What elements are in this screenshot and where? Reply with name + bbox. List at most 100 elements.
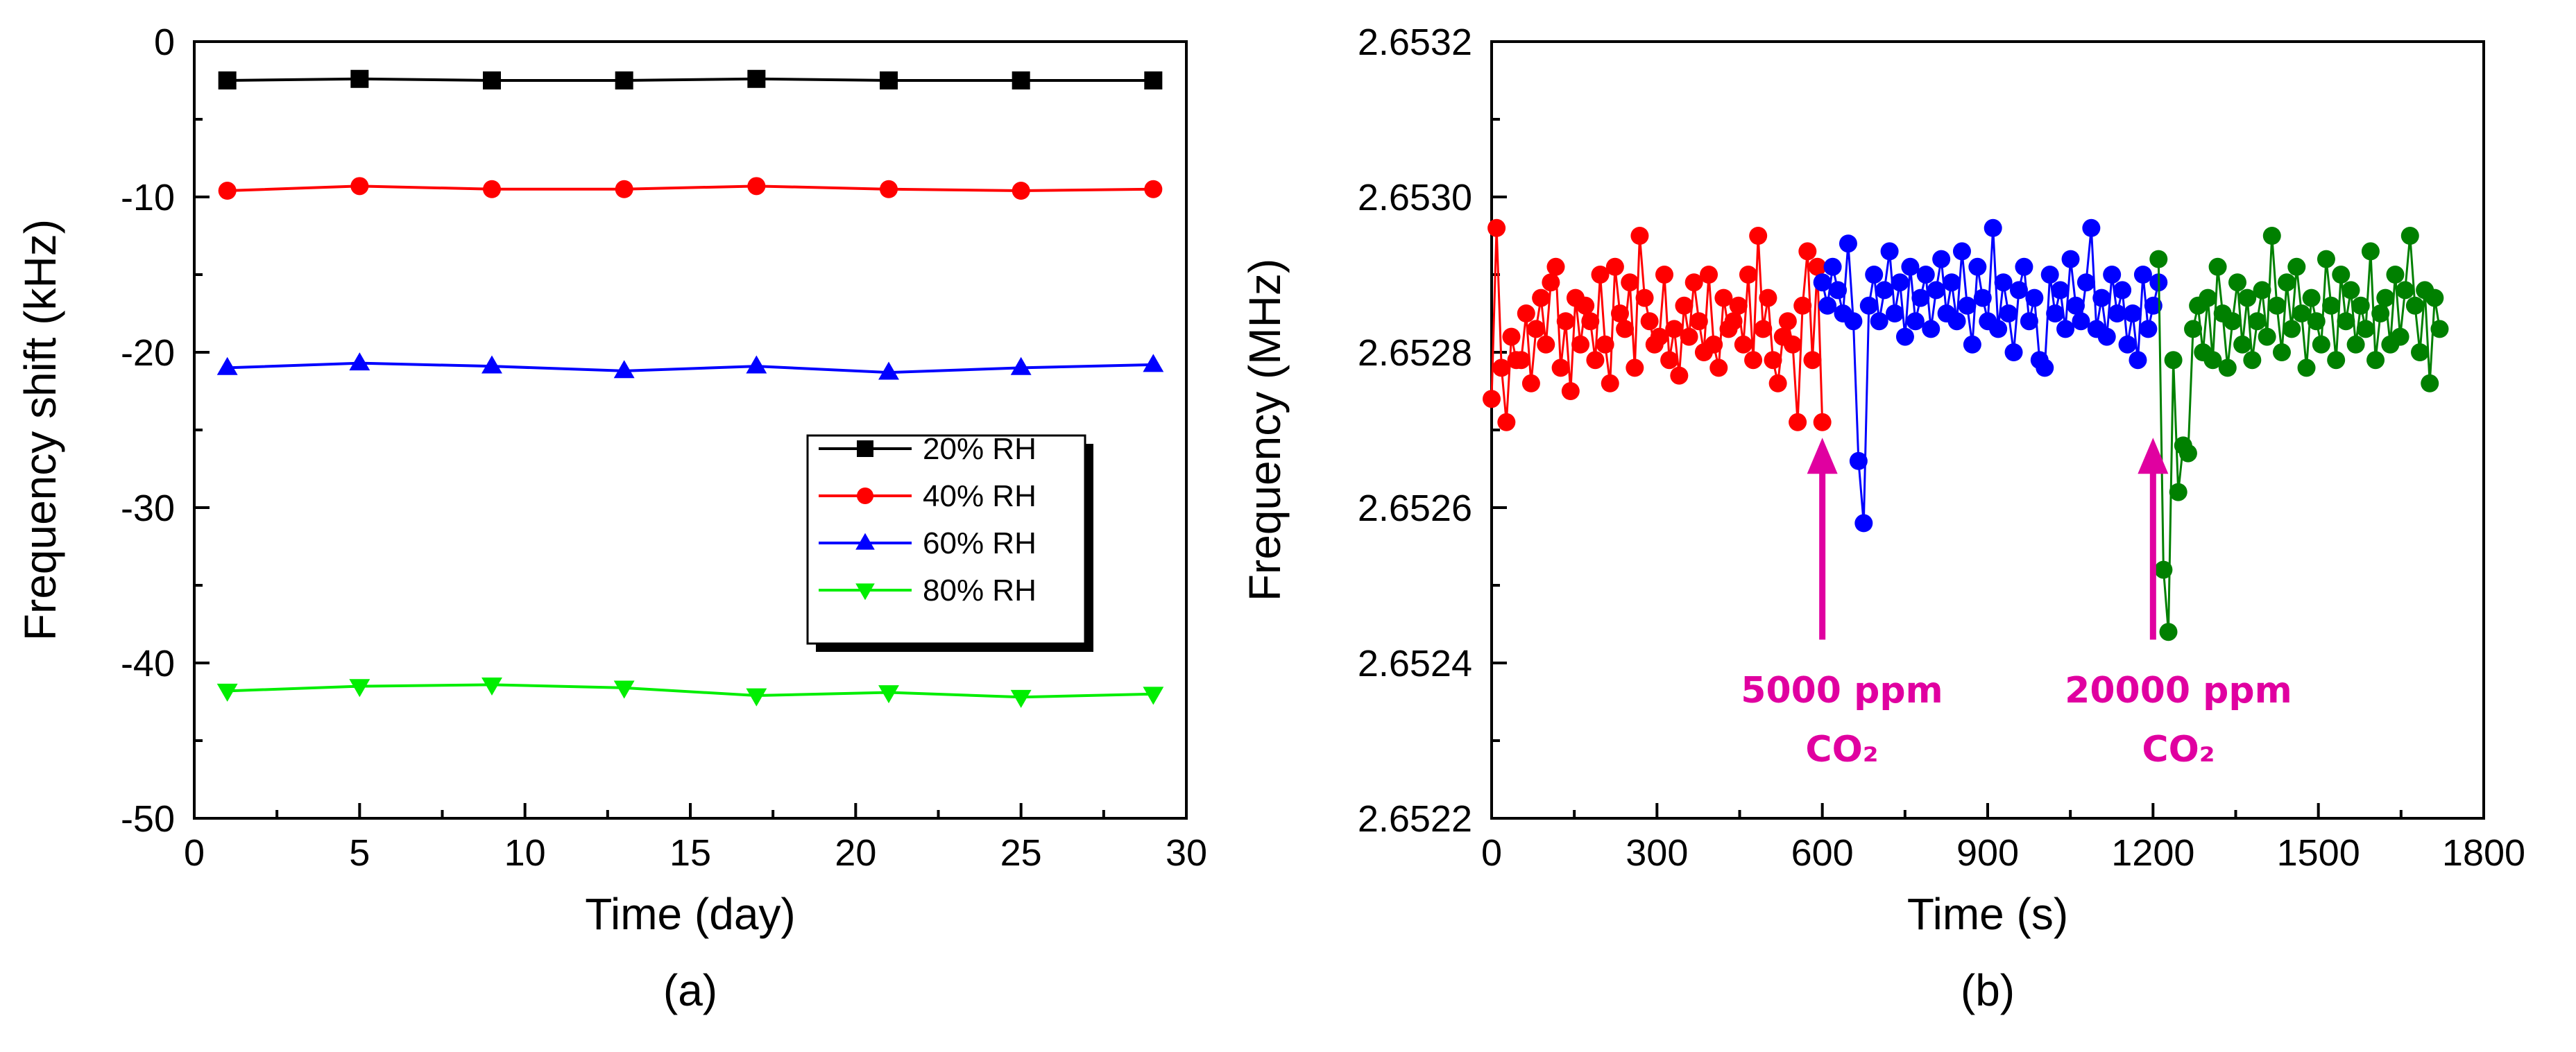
y-tick-label: 2.6528 — [1358, 332, 1472, 374]
data-point — [857, 440, 873, 457]
data-point — [2164, 351, 2183, 370]
data-point — [1829, 281, 1848, 300]
data-point — [1709, 359, 1728, 377]
series-baseline — [1483, 218, 1832, 431]
panel-b-plot-frame — [1490, 40, 2485, 820]
data-point — [2208, 257, 2227, 276]
data-point — [1952, 242, 1971, 261]
data-point — [1999, 304, 2018, 322]
data-point — [1546, 257, 1565, 276]
data-point — [1640, 312, 1659, 331]
data-point — [1705, 335, 1723, 354]
data-point — [1714, 288, 1733, 307]
data-point — [216, 356, 238, 375]
data-point — [880, 71, 898, 89]
panel-a-y-axis-title: Frequency shift (kHz) — [15, 219, 65, 641]
data-point — [1891, 273, 1909, 292]
x-tick-label: 10 — [504, 832, 546, 874]
data-point — [2178, 444, 2197, 463]
data-point — [746, 688, 767, 707]
panel-b-y-tick-labels: 2.6522 2.6524 2.6526 2.6528 2.6530 2.653… — [1358, 21, 1472, 840]
data-point — [1749, 227, 1768, 245]
data-point — [1665, 320, 1684, 338]
data-point — [1660, 351, 1679, 370]
annotation-20000ppm-line1: 20000 ppm — [2065, 670, 2292, 712]
panel-a-label: (a) — [663, 965, 717, 1015]
panel-a-series — [216, 69, 1164, 708]
y-tick-label: 0 — [154, 21, 175, 63]
data-point — [1502, 327, 1521, 346]
data-point — [1670, 366, 1689, 385]
data-point — [216, 683, 238, 702]
x-tick-label: 1800 — [2442, 832, 2525, 874]
data-point — [1532, 288, 1551, 307]
panel-a-x-tick-labels: 0 5 10 15 20 25 30 — [184, 832, 1207, 874]
data-point — [2036, 359, 2054, 377]
data-point — [1963, 335, 1981, 354]
data-point — [855, 583, 875, 601]
series-line — [227, 184, 1154, 193]
data-point — [2184, 320, 2203, 338]
data-point — [1689, 312, 1708, 331]
data-point — [2218, 359, 2237, 377]
data-point — [1895, 327, 1914, 346]
data-point — [1823, 257, 1842, 276]
y-tick-label: 2.6524 — [1358, 643, 1472, 684]
data-point — [2346, 335, 2365, 354]
annotation-20000ppm-line2: CO₂ — [2142, 729, 2215, 770]
panel-b-annotations: 5000 ppm CO₂ 20000 ppm CO₂ — [1741, 438, 2292, 770]
data-point — [2015, 257, 2033, 276]
panel-b: 0 300 600 900 1200 1500 1800 2.6522 2.65… — [1240, 21, 2525, 1015]
data-point — [350, 177, 369, 196]
x-tick-label: 20 — [835, 832, 876, 874]
data-point — [1729, 296, 1748, 315]
data-point — [2425, 288, 2444, 307]
data-point — [1517, 304, 1535, 322]
data-point — [2020, 312, 2038, 331]
data-point — [2103, 266, 2122, 284]
panel-a: 0 5 10 15 20 25 30 0 -10 -20 -30 -40 -50… — [15, 21, 1207, 1015]
data-point — [2267, 296, 2286, 315]
data-point — [1010, 356, 1032, 375]
panel-a-x-axis-title: Time (day) — [585, 889, 795, 939]
data-point — [1783, 335, 1802, 354]
data-point — [1527, 320, 1546, 338]
data-point — [1012, 71, 1030, 89]
data-point — [2272, 343, 2291, 361]
data-point — [1739, 266, 1757, 284]
data-point — [2149, 250, 2168, 268]
annotation-5000ppm-line1: 5000 ppm — [1741, 670, 1943, 712]
x-tick-label: 0 — [184, 832, 205, 874]
data-point — [1973, 288, 1992, 307]
data-point — [1483, 390, 1501, 408]
legend-label: 40% RH — [923, 479, 1037, 513]
series-20-rh — [218, 69, 1163, 89]
data-point — [1932, 250, 1951, 268]
y-tick-label: -30 — [121, 488, 175, 529]
data-point — [1521, 374, 1540, 393]
data-point — [1859, 296, 1878, 315]
data-point — [1844, 312, 1863, 331]
y-tick-label: -40 — [121, 643, 175, 684]
y-tick-label: 2.6526 — [1358, 488, 1472, 529]
data-point — [1922, 320, 1940, 338]
data-point — [1591, 266, 1610, 284]
data-point — [218, 71, 237, 89]
data-point — [1901, 257, 1920, 276]
x-tick-label: 900 — [1956, 832, 2019, 874]
data-point — [855, 533, 875, 550]
data-point — [2159, 623, 2178, 641]
data-point — [1700, 266, 1718, 284]
data-point — [1626, 359, 1644, 377]
data-point — [1596, 335, 1614, 354]
data-point — [1576, 296, 1595, 315]
data-point — [2253, 281, 2271, 300]
data-point — [2361, 242, 2380, 261]
data-point — [1571, 335, 1590, 354]
data-point — [1621, 273, 1639, 292]
x-tick-label: 0 — [1481, 832, 1502, 874]
data-point — [2405, 296, 2424, 315]
data-point — [1813, 273, 1832, 292]
data-point — [481, 677, 502, 696]
data-point — [1813, 413, 1832, 431]
